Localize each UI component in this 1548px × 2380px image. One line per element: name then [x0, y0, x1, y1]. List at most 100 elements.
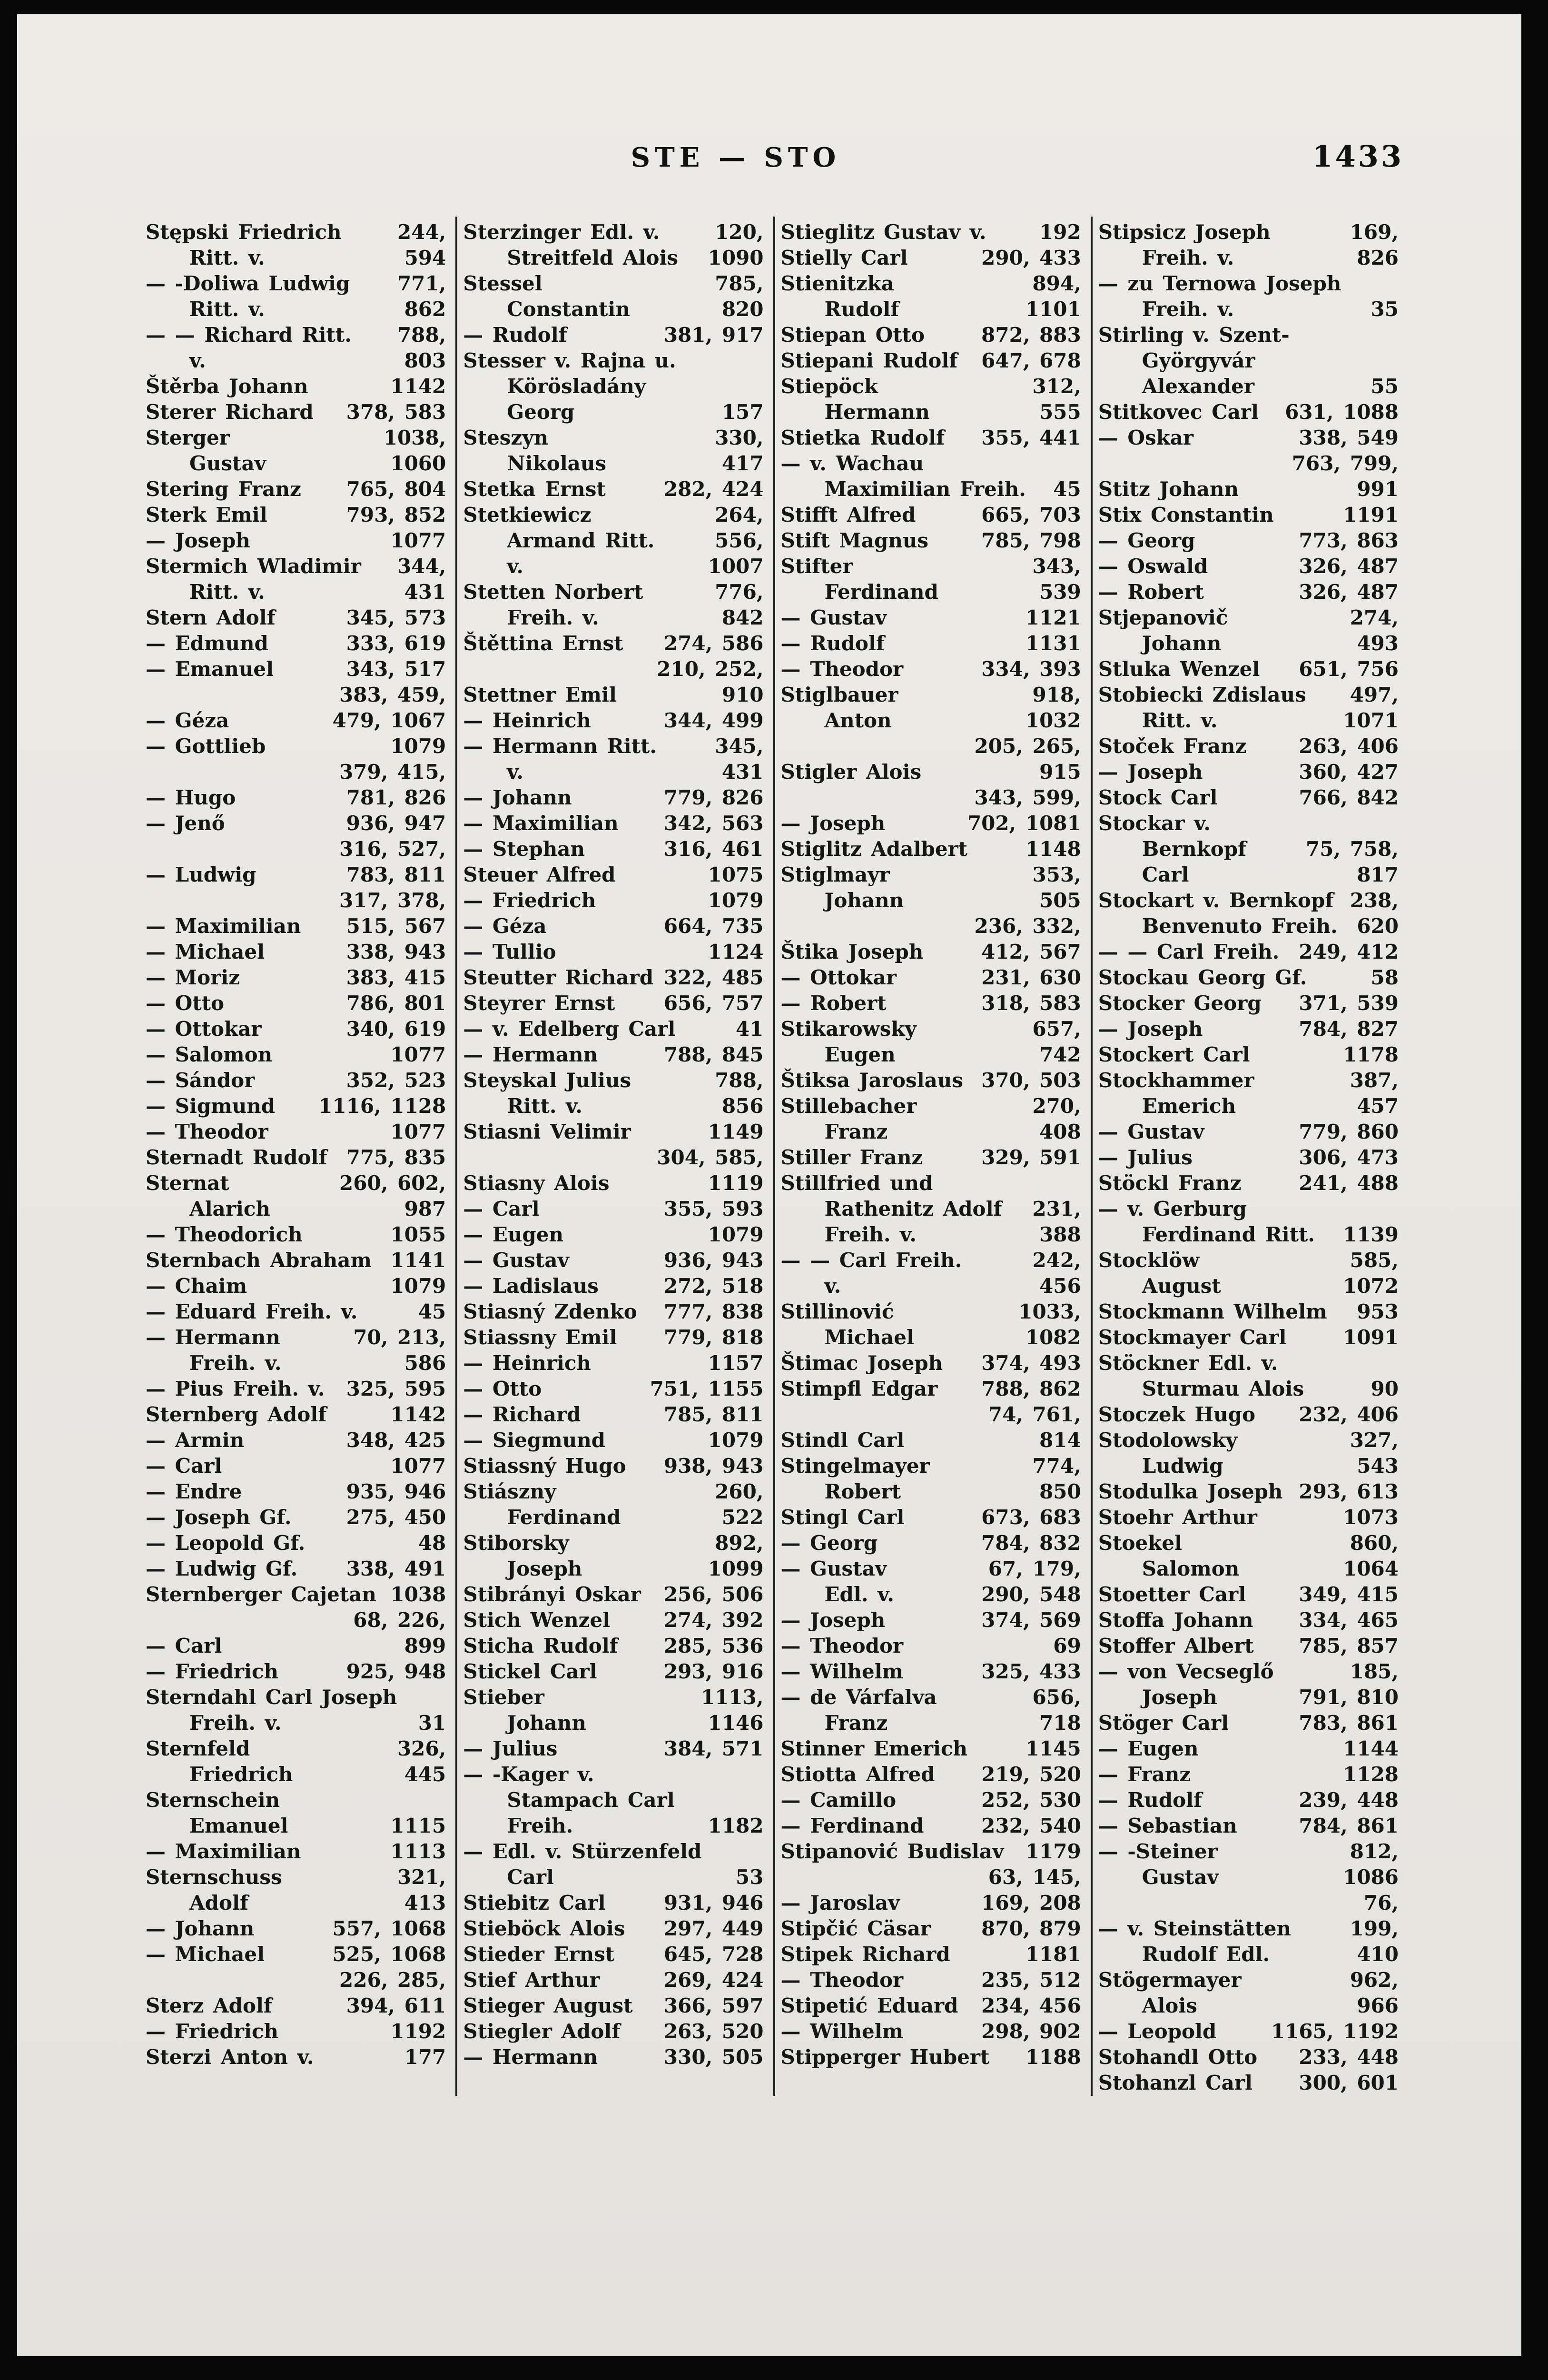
- entry-pages: 269, 424: [663, 1968, 764, 1992]
- index-entry: — Heinrich 1157: [463, 1350, 763, 1376]
- index-entry: — Maximilian 317, 378, 515, 567: [146, 888, 446, 939]
- entry-name: Stockart v. Bernkopf Benvenuto Freih.: [1098, 889, 1338, 938]
- index-entry: Stoetter Carl 349, 415: [1098, 1582, 1399, 1607]
- index-entry: — v. Gerburg Ferdinand Ritt. 1139: [1098, 1196, 1399, 1248]
- entry-pages: 31: [418, 1711, 446, 1735]
- entry-name: — Carl: [463, 1197, 540, 1220]
- index-entry: Stienitzka Rudolf 894, 1101: [781, 271, 1081, 322]
- entry-name: — Salomon: [146, 1043, 273, 1066]
- entry-name: Štěrba Johann: [146, 375, 308, 398]
- index-entry: — Sebastian 784, 861: [1098, 1813, 1399, 1839]
- index-entry: Stiászny Ferdinand 260, 522: [463, 1479, 763, 1530]
- entry-name: — Theodor: [780, 657, 904, 681]
- index-entry: Stix Constantin 1191: [1098, 502, 1399, 528]
- index-entry: Stock Carl 766, 842: [1098, 785, 1399, 811]
- entry-pages: 387, 457: [1350, 1069, 1399, 1118]
- entry-name: — Julius: [1098, 1146, 1193, 1169]
- entry-name: — Michael: [146, 1943, 265, 1966]
- index-entry: — Camillo 252, 530: [781, 1787, 1081, 1813]
- index-entry: — Edmund 333, 619: [146, 631, 446, 656]
- index-entry: — -Kager v. Stampach Carl Freih. 1182: [463, 1762, 763, 1839]
- entry-name: Stipanović Budislav: [780, 1840, 1004, 1863]
- entry-name: Stillfried und Rathenitz Adolf Freih. v.: [780, 1171, 1002, 1246]
- index-entry: Sterzinger Edl. v. Streitfeld Alois 120, …: [463, 219, 763, 271]
- entry-name: — Maximilian: [463, 812, 619, 835]
- index-entry: Stiepani Rudolf 647, 678: [781, 348, 1081, 374]
- index-entry: — Wilhelm 298, 902: [781, 2019, 1081, 2044]
- entry-name: Stögermayer Alois: [1098, 1968, 1242, 2017]
- index-entry: Stieger August 366, 597: [463, 1993, 763, 2019]
- index-entry: — Joseph Gf. 275, 450: [146, 1505, 446, 1530]
- entry-pages: 872, 883: [981, 323, 1081, 347]
- index-entry: — Leopold Gf. 48: [146, 1530, 446, 1556]
- entry-name: — v. Edelberg Carl: [463, 1017, 676, 1041]
- entry-pages: 360, 427: [1299, 760, 1399, 783]
- entry-name: Stoehr Arthur: [1098, 1506, 1257, 1529]
- index-entry: Stimpfl Edgar 788, 862: [781, 1376, 1081, 1402]
- entry-pages: 249, 412: [1299, 940, 1399, 963]
- entry-pages: 497, 1071: [1343, 683, 1399, 732]
- entry-pages: 290, 433: [981, 246, 1081, 269]
- index-entry: Stigler Alois 205, 265, 915: [781, 734, 1081, 785]
- entry-name: Stingl Carl: [780, 1506, 905, 1529]
- index-entry: Stockert Carl 1178: [1098, 1042, 1399, 1068]
- entry-pages: 45: [1053, 477, 1081, 501]
- entry-pages: 35: [1371, 298, 1399, 321]
- entry-pages: 1128: [1343, 1763, 1399, 1786]
- entry-pages: 231, 630: [981, 966, 1081, 989]
- entry-name: Stoekel Salomon: [1098, 1531, 1240, 1580]
- index-entry: — Hermann Freih. v. 70, 213, 586: [146, 1325, 446, 1376]
- entry-pages: 68, 226, 899: [353, 1608, 446, 1657]
- index-column-2: Sterzinger Edl. v. Streitfeld Alois 120, …: [455, 217, 773, 2096]
- entry-pages: 788, 856: [715, 1069, 764, 1118]
- entry-name: Sternfeld Friedrich: [146, 1737, 293, 1786]
- entry-pages: 338, 943: [346, 940, 446, 963]
- index-entry: — Hermann Ritt. v. 345, 431: [463, 734, 763, 785]
- index-entry: — Richard 785, 811: [463, 1402, 763, 1428]
- entry-name: Stering Franz: [146, 477, 301, 501]
- index-entry: — Sigmund 1116, 1128: [146, 1093, 446, 1119]
- index-entry: — — Richard Ritt. v. 788, 803: [146, 322, 446, 374]
- entry-pages: 353, 505: [1032, 863, 1081, 912]
- index-entry: — Emanuel 343, 517: [146, 656, 446, 682]
- index-entry: Stiasný Zdenko 777, 838: [463, 1299, 763, 1325]
- index-entry: — Sándor 352, 523: [146, 1068, 446, 1093]
- entry-name: — v. Gerburg Ferdinand Ritt.: [1098, 1197, 1315, 1246]
- entry-name: — Gustav: [780, 606, 887, 629]
- index-entry: Stitz Johann 763, 799, 991: [1098, 451, 1399, 502]
- entry-name: Stocker Georg: [1098, 992, 1262, 1015]
- entry-name: — — Carl Freih.: [1098, 940, 1280, 963]
- entry-name: — Joseph: [1098, 1017, 1203, 1041]
- entry-name: Stipčić Cäsar: [780, 1917, 931, 1940]
- index-entry: Stingl Carl 673, 683: [781, 1505, 1081, 1530]
- entry-name: Stigler Alois: [780, 760, 922, 783]
- entry-pages: 326, 487: [1299, 580, 1399, 604]
- index-entry: Stodolowsky Ludwig 327, 543: [1098, 1428, 1399, 1479]
- index-entry: — Johann 557, 1068: [146, 1916, 446, 1942]
- entry-pages: 326, 487: [1299, 555, 1399, 578]
- entry-pages: 272, 518: [663, 1274, 764, 1298]
- entry-name: — Theodor: [146, 1120, 268, 1143]
- entry-pages: 771, 862: [397, 272, 446, 321]
- index-entry: — Géza 383, 459, 479, 1067: [146, 682, 446, 734]
- entry-name: — Pius Freih. v.: [146, 1377, 325, 1400]
- entry-pages: 1033, 1082: [1018, 1300, 1081, 1349]
- entry-name: Stiasny Alois: [463, 1171, 610, 1195]
- index-entry: — Robert 326, 487: [1098, 579, 1399, 605]
- entry-name: Stockhammer Emerich: [1098, 1069, 1254, 1118]
- entry-name: Stipsicz Joseph Freih. v.: [1098, 220, 1271, 269]
- index-entry: — Otto 751, 1155: [463, 1376, 763, 1402]
- index-entry: — Jaroslav 63, 145, 169, 208: [781, 1864, 1081, 1916]
- entry-pages: 120, 1090: [708, 220, 764, 269]
- entry-name: Stockert Carl: [1098, 1043, 1250, 1066]
- entry-pages: 1038, 1060: [383, 426, 446, 475]
- index-entry: Stettner Emil 210, 252, 910: [463, 656, 763, 708]
- entry-pages: 1121: [1025, 606, 1081, 629]
- entry-name: Stikarowsky Eugen: [780, 1017, 917, 1066]
- entry-name: Sternberg Adolf: [146, 1403, 327, 1426]
- index-entry: — Carl 355, 593: [463, 1196, 763, 1222]
- index-entry: — Heinrich 344, 499: [463, 708, 763, 734]
- entry-pages: 45: [418, 1300, 446, 1323]
- entry-pages: 1079: [708, 1223, 764, 1246]
- entry-pages: 312, 555: [1032, 375, 1081, 424]
